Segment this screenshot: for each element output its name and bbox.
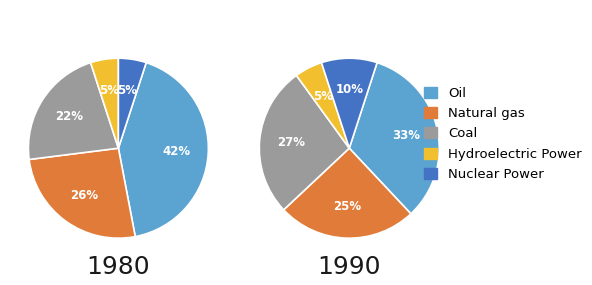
Text: 22%: 22% <box>55 110 83 123</box>
Wedge shape <box>321 58 377 148</box>
Wedge shape <box>284 148 411 238</box>
Text: 27%: 27% <box>277 136 305 149</box>
Text: 1980: 1980 <box>86 255 150 279</box>
Text: 1990: 1990 <box>317 255 381 279</box>
Wedge shape <box>297 63 349 148</box>
Legend: Oil, Natural gas, Coal, Hydroelectric Power, Nuclear Power: Oil, Natural gas, Coal, Hydroelectric Po… <box>420 83 585 185</box>
Wedge shape <box>28 63 118 160</box>
Wedge shape <box>29 148 135 238</box>
Text: 10%: 10% <box>335 83 363 96</box>
Text: 42%: 42% <box>163 145 191 158</box>
Wedge shape <box>91 58 118 148</box>
Wedge shape <box>349 63 439 214</box>
Wedge shape <box>118 58 146 148</box>
Text: 5%: 5% <box>313 89 333 103</box>
Wedge shape <box>118 63 208 237</box>
Wedge shape <box>259 76 349 210</box>
Text: 25%: 25% <box>333 200 362 213</box>
Text: 5%: 5% <box>118 84 137 97</box>
Text: 5%: 5% <box>99 84 119 97</box>
Text: 33%: 33% <box>392 129 420 142</box>
Text: 26%: 26% <box>70 189 98 202</box>
